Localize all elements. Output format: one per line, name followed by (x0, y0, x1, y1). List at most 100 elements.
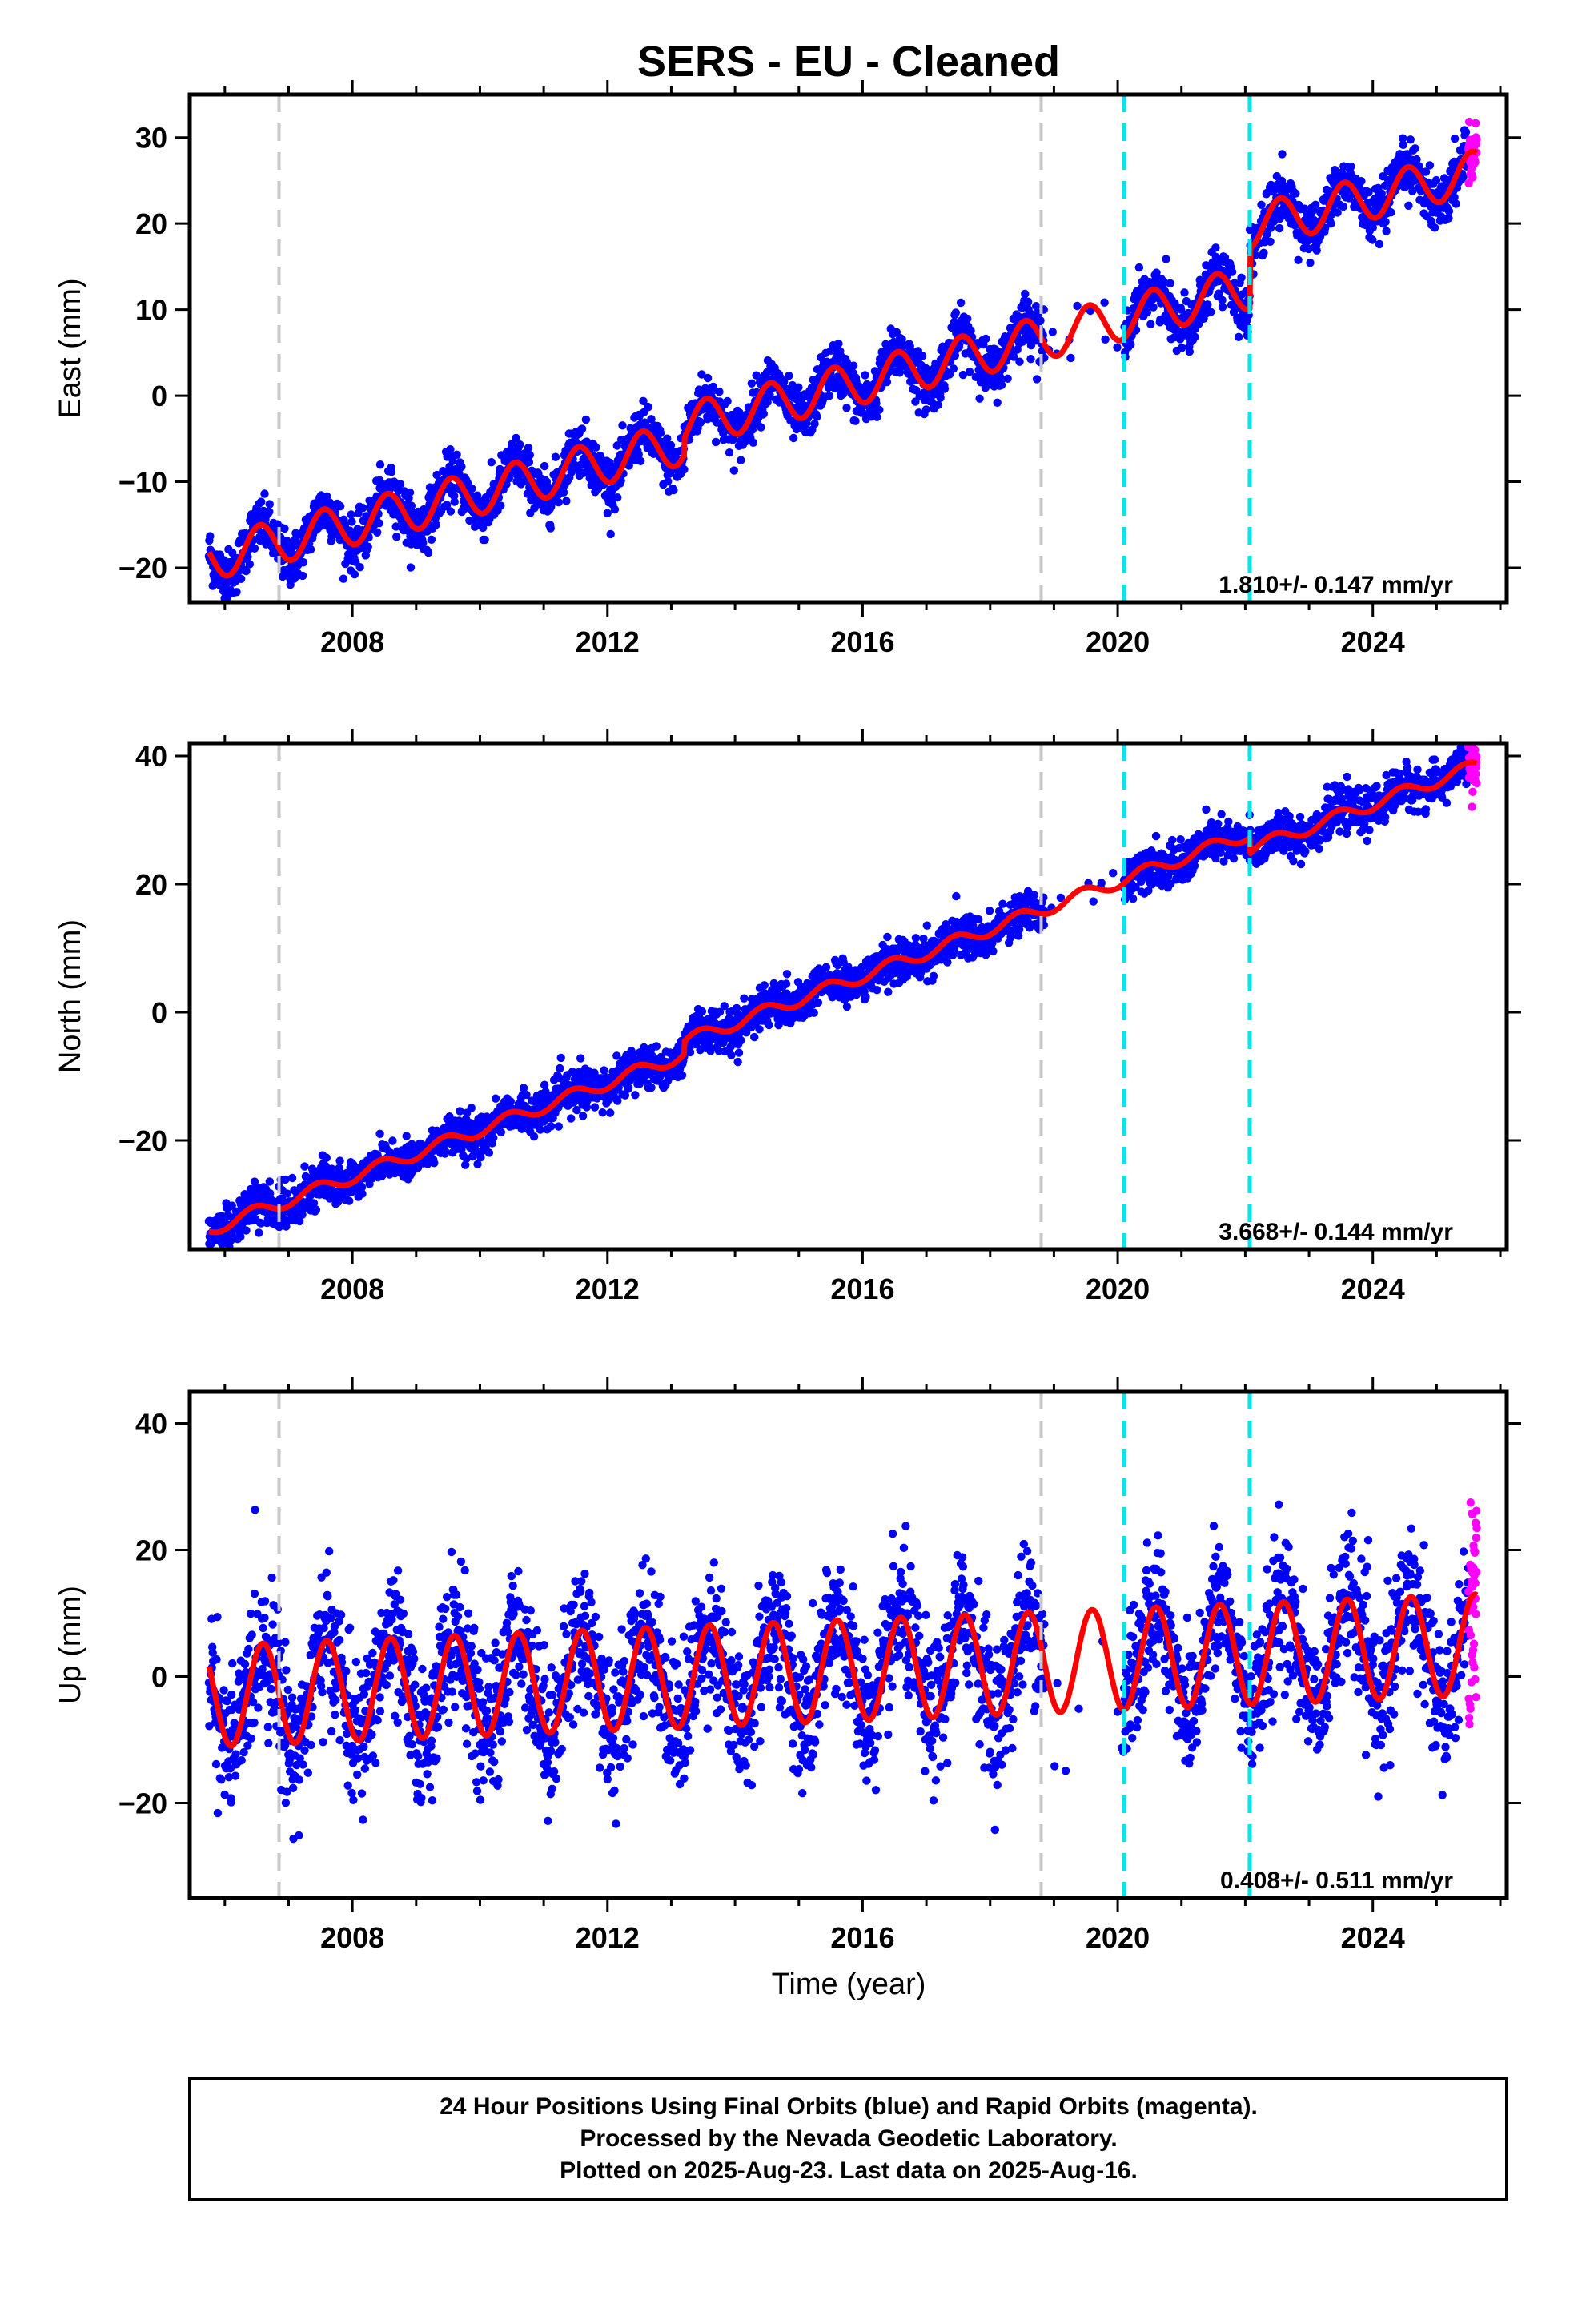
data-point (206, 532, 215, 541)
data-point (1375, 239, 1384, 249)
data-point (861, 992, 870, 1002)
data-point (442, 501, 452, 509)
x-tick-label: 2008 (320, 625, 384, 658)
data-point (1468, 173, 1477, 182)
data-point (283, 1189, 291, 1198)
data-point (525, 451, 534, 460)
north-series-final-orbits (204, 743, 1473, 1249)
data-point (780, 377, 789, 386)
data-point (940, 384, 950, 393)
data-point (882, 377, 892, 387)
data-point (554, 498, 563, 507)
data-point (1126, 340, 1135, 349)
data-point (554, 1122, 563, 1131)
data-point (551, 452, 560, 461)
data-point (540, 461, 549, 471)
data-point (1023, 297, 1033, 306)
data-point (789, 433, 798, 443)
data-point (335, 1156, 344, 1165)
data-point (347, 517, 356, 526)
data-point (1134, 263, 1144, 272)
data-point (861, 371, 869, 380)
data-point (875, 405, 884, 414)
data-point (703, 373, 713, 383)
data-point (981, 384, 990, 392)
data-point (664, 476, 673, 486)
data-point (1404, 201, 1413, 210)
data-point (562, 497, 571, 505)
data-point (524, 444, 533, 452)
data-point (1066, 353, 1075, 363)
data-point (849, 361, 858, 370)
data-point (1291, 189, 1300, 198)
data-point (1218, 303, 1227, 312)
data-point (281, 1175, 290, 1184)
data-point (1387, 208, 1395, 217)
data-point (1191, 332, 1199, 341)
data-point (697, 1007, 707, 1016)
data-point (359, 504, 367, 513)
data-point (567, 1114, 576, 1123)
data-point (1032, 302, 1041, 311)
data-point (243, 553, 252, 561)
data-point (949, 364, 958, 373)
data-point (237, 574, 246, 583)
data-point (265, 1177, 274, 1186)
data-point (997, 380, 1006, 389)
data-point (781, 979, 791, 988)
data-point (958, 370, 968, 380)
data-point (506, 1097, 515, 1106)
data-point (1425, 161, 1435, 170)
data-point (1406, 135, 1415, 144)
data-point (1003, 374, 1012, 383)
data-point (652, 1042, 661, 1051)
data-point (842, 358, 852, 368)
data-point (729, 435, 737, 444)
data-point (236, 1232, 245, 1241)
data-point (813, 998, 823, 1007)
data-point (347, 510, 355, 519)
data-point (456, 1107, 464, 1116)
data-point (516, 440, 524, 449)
data-point (663, 434, 672, 443)
data-point (723, 396, 732, 406)
x-tick-label: 2016 (830, 625, 894, 658)
data-point (755, 1025, 764, 1034)
data-point (556, 1063, 564, 1073)
data-point (402, 1132, 411, 1140)
data-point (1032, 375, 1042, 384)
data-point (300, 1162, 309, 1171)
data-point (1381, 217, 1390, 227)
data-point (1220, 253, 1230, 262)
data-point (734, 1048, 744, 1057)
data-point (912, 386, 921, 395)
data-point (1339, 202, 1348, 211)
data-point (1450, 134, 1460, 143)
data-point (951, 308, 961, 317)
data-point (419, 538, 428, 547)
data-point (578, 1112, 588, 1120)
data-point (375, 460, 385, 469)
data-point (934, 400, 942, 409)
data-point (725, 448, 734, 457)
data-point (468, 484, 476, 493)
data-point (606, 1108, 615, 1117)
data-point (375, 1129, 384, 1139)
data-point (576, 1054, 585, 1063)
data-point (373, 528, 382, 537)
data-point (1275, 223, 1284, 233)
data-point (1149, 303, 1158, 312)
data-point (432, 521, 440, 529)
data-point (1327, 219, 1335, 228)
data-point (696, 418, 705, 427)
data-point (697, 370, 706, 379)
data-point (295, 1216, 304, 1226)
data-point (917, 352, 927, 360)
data-point (842, 1002, 852, 1011)
data-point (1452, 199, 1460, 208)
data-point (600, 1066, 608, 1075)
x-tick-label: 2020 (1086, 625, 1150, 658)
data-point (1411, 144, 1419, 153)
data-point (956, 298, 966, 308)
